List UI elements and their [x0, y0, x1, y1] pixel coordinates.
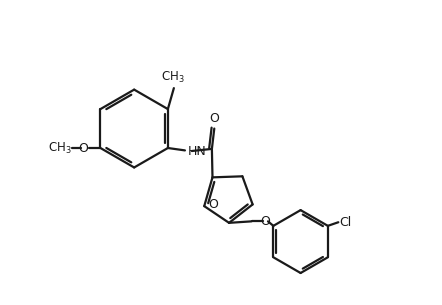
Text: CH$_3$: CH$_3$ [161, 70, 185, 84]
Text: HN: HN [187, 145, 206, 158]
Text: O: O [208, 199, 218, 211]
Text: O: O [210, 112, 220, 125]
Text: O: O [79, 142, 88, 155]
Text: O: O [260, 215, 270, 228]
Text: Cl: Cl [339, 216, 351, 229]
Text: CH$_3$: CH$_3$ [48, 141, 72, 156]
